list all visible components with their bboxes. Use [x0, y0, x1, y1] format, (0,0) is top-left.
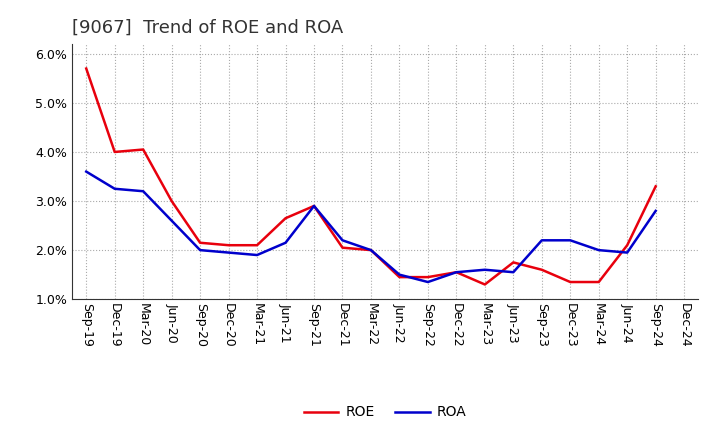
- ROE: [423, 275, 432, 280]
- ROA: [566, 238, 575, 243]
- ROE: [395, 275, 404, 280]
- ROE: [623, 242, 631, 248]
- ROA: [139, 189, 148, 194]
- ROE: [537, 267, 546, 272]
- ROA: [253, 253, 261, 258]
- ROA: [167, 218, 176, 224]
- ROE: [225, 242, 233, 248]
- Line: ROE: ROE: [86, 69, 656, 285]
- ROA: [310, 203, 318, 209]
- Text: [9067]  Trend of ROE and ROA: [9067] Trend of ROE and ROA: [72, 19, 343, 37]
- ROA: [366, 247, 375, 253]
- ROE: [566, 279, 575, 285]
- ROA: [623, 250, 631, 255]
- ROE: [652, 183, 660, 189]
- ROE: [480, 282, 489, 287]
- ROA: [423, 279, 432, 285]
- ROA: [338, 238, 347, 243]
- ROA: [196, 247, 204, 253]
- ROE: [595, 279, 603, 285]
- ROE: [82, 66, 91, 71]
- ROA: [537, 238, 546, 243]
- ROE: [366, 247, 375, 253]
- ROA: [225, 250, 233, 255]
- ROE: [452, 270, 461, 275]
- ROE: [110, 149, 119, 154]
- ROA: [82, 169, 91, 174]
- ROA: [595, 247, 603, 253]
- Legend: ROE, ROA: ROE, ROA: [298, 400, 472, 425]
- ROA: [652, 208, 660, 213]
- ROA: [480, 267, 489, 272]
- ROE: [282, 216, 290, 221]
- ROE: [253, 242, 261, 248]
- ROA: [395, 272, 404, 277]
- ROA: [509, 270, 518, 275]
- ROA: [282, 240, 290, 246]
- ROE: [139, 147, 148, 152]
- ROE: [167, 198, 176, 204]
- ROE: [196, 240, 204, 246]
- ROE: [509, 260, 518, 265]
- ROE: [310, 203, 318, 209]
- ROE: [338, 245, 347, 250]
- ROA: [452, 270, 461, 275]
- ROA: [110, 186, 119, 191]
- Line: ROA: ROA: [86, 172, 656, 282]
